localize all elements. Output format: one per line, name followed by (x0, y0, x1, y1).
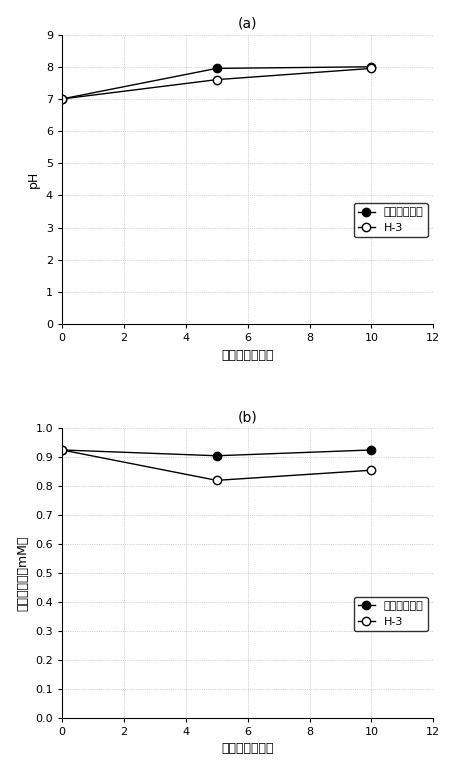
Y-axis label: シアン濃度（mM）: シアン濃度（mM） (16, 535, 30, 611)
Line: コントロール: コントロール (58, 63, 376, 103)
X-axis label: 経過日数（日）: 経過日数（日） (221, 743, 274, 755)
Line: コントロール: コントロール (58, 445, 376, 460)
H-3 (369, 64, 374, 73)
Title: (a): (a) (238, 17, 257, 31)
コントロール (214, 64, 219, 73)
H-3 (214, 476, 219, 485)
H-3 (59, 445, 65, 455)
Y-axis label: pH: pH (27, 171, 40, 188)
Line: H-3: H-3 (58, 64, 376, 103)
コントロール (214, 451, 219, 460)
Title: (b): (b) (238, 410, 257, 425)
Legend: コントロール, H-3: コントロール, H-3 (354, 203, 428, 238)
コントロール (59, 94, 65, 103)
コントロール (369, 62, 374, 71)
H-3 (369, 466, 374, 475)
コントロール (59, 445, 65, 455)
Legend: コントロール, H-3: コントロール, H-3 (354, 597, 428, 631)
Line: H-3: H-3 (58, 445, 376, 485)
コントロール (369, 445, 374, 455)
H-3 (59, 94, 65, 103)
X-axis label: 経過日数（日）: 経過日数（日） (221, 349, 274, 362)
H-3 (214, 75, 219, 84)
